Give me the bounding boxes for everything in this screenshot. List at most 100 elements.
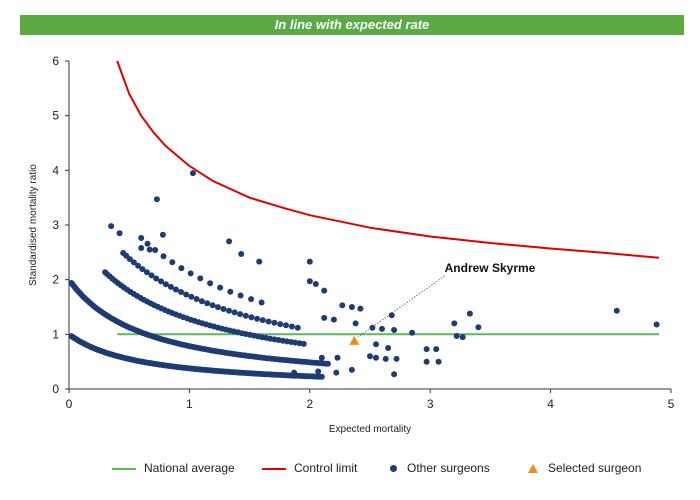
other-surgeon-point: [178, 289, 184, 295]
other-surgeon-point: [167, 283, 174, 290]
other-surgeon-point: [306, 278, 313, 285]
other-surgeon-point: [373, 341, 379, 348]
other-surgeon-point: [188, 293, 195, 300]
x-tick-label: 3: [427, 397, 434, 411]
other-surgeon-point: [215, 304, 221, 311]
legend-label: National average: [144, 461, 235, 475]
legend-triangle-icon: [528, 464, 538, 474]
other-surgeon-point: [388, 312, 395, 319]
other-surgeon-point: [248, 296, 255, 303]
other-surgeon-point: [169, 259, 176, 266]
other-surgeon-point: [153, 196, 160, 203]
other-surgeon-point: [242, 312, 249, 319]
other-surgeon-point: [237, 292, 244, 299]
control-limit-line: [116, 60, 660, 259]
other-surgeon-point: [391, 327, 398, 333]
other-surgeon-point: [152, 247, 159, 253]
other-surgeon-point: [143, 269, 150, 276]
other-surgeon-point: [146, 246, 153, 253]
other-surgeon-point: [475, 324, 482, 331]
other-surgeon-point: [294, 324, 301, 331]
other-surgeon-point: [433, 346, 440, 353]
other-surgeon-point: [162, 281, 169, 288]
other-surgeon-point: [237, 311, 244, 318]
legend-label: Selected surgeon: [548, 461, 642, 475]
other-surgeon-point: [291, 369, 298, 376]
other-surgeon-point: [435, 358, 442, 365]
other-surgeon-point: [108, 223, 115, 230]
other-surgeon-point: [283, 322, 289, 329]
other-surgeon-point: [367, 353, 373, 360]
y-tick-label: 5: [52, 109, 59, 123]
other-surgeon-point: [653, 321, 660, 328]
other-surgeon-point: [159, 231, 166, 238]
other-surgeon-point: [138, 245, 145, 251]
x-tick-label: 4: [547, 397, 554, 411]
y-tick-label: 2: [52, 273, 59, 287]
other-surgeon-point: [271, 319, 278, 326]
chart-points: [68, 170, 660, 380]
annotation-leader-line: [358, 275, 445, 338]
legend-national-average: National average: [112, 458, 235, 478]
chart-lines: [116, 60, 660, 336]
other-surgeon-point: [265, 318, 272, 325]
other-surgeon-point: [172, 286, 179, 293]
other-surgeon-point: [139, 266, 146, 273]
other-surgeon-point: [187, 270, 194, 277]
other-surgeon-point: [321, 314, 328, 321]
other-surgeon-point: [318, 354, 325, 361]
other-surgeon-point: [197, 275, 204, 282]
legend-control-limit: Control limit: [262, 458, 357, 478]
other-surgeon-point: [135, 262, 142, 269]
legend-dot-icon: [390, 465, 397, 473]
legend-label: Control limit: [294, 461, 358, 475]
other-surgeon-point: [231, 309, 238, 316]
funnel-plot: 0 1 2 3 4 5 6 0 1 2 3 4 5 Andrew Skyrme Expected mor…: [28, 54, 675, 435]
y-tick-label: 0: [52, 382, 59, 396]
other-surgeon-point: [333, 369, 340, 376]
other-surgeon-point: [423, 358, 430, 365]
annotation-label: Andrew Skyrme: [445, 261, 536, 275]
other-surgeon-point: [409, 329, 416, 336]
other-surgeon-point: [160, 253, 167, 260]
legend-line-icon: [262, 467, 286, 470]
other-surgeon-point: [348, 366, 355, 373]
other-surgeon-point: [148, 272, 155, 279]
legend-selected-surgeon: Selected surgeon: [528, 458, 641, 478]
x-tick-label: 1: [186, 397, 193, 411]
other-surgeon-point: [453, 333, 460, 339]
other-surgeon-point: [204, 300, 211, 307]
other-surgeon-point: [226, 238, 233, 245]
other-surgeon-point: [348, 304, 355, 310]
other-surgeon-point: [300, 340, 307, 347]
other-surgeon-point: [339, 302, 346, 309]
other-surgeon-point: [613, 307, 620, 314]
other-surgeon-point: [334, 354, 341, 361]
y-tick-label: 6: [52, 54, 59, 68]
legend-line-icon: [112, 467, 136, 470]
other-surgeon-point: [393, 355, 400, 362]
other-surgeon-point: [254, 315, 261, 322]
other-surgeon-point: [198, 298, 205, 305]
other-surgeon-point: [183, 291, 190, 298]
other-surgeon-point: [315, 368, 322, 375]
other-surgeon-point: [190, 170, 196, 177]
other-surgeon-point: [306, 258, 313, 265]
x-tick-label: 0: [66, 397, 73, 411]
y-tick-label: 3: [52, 218, 59, 232]
status-banner: In line with expected rate: [20, 15, 684, 35]
y-tick-label: 4: [52, 163, 59, 177]
chart-axes: 0 1 2 3 4 5 6 0 1 2 3 4 5: [52, 54, 674, 411]
selected-surgeon-point: [349, 335, 360, 345]
other-surgeon-point: [153, 275, 160, 282]
x-tick-label: 2: [306, 397, 313, 411]
other-surgeon-point: [248, 314, 255, 321]
other-surgeon-point: [459, 334, 466, 341]
other-surgeon-point: [259, 317, 266, 324]
other-surgeon-point: [288, 323, 295, 330]
other-surgeon-point: [258, 299, 265, 306]
other-surgeon-point: [330, 316, 337, 323]
other-surgeon-point: [382, 355, 389, 362]
other-surgeon-point: [116, 230, 123, 237]
other-surgeon-point: [193, 296, 200, 302]
